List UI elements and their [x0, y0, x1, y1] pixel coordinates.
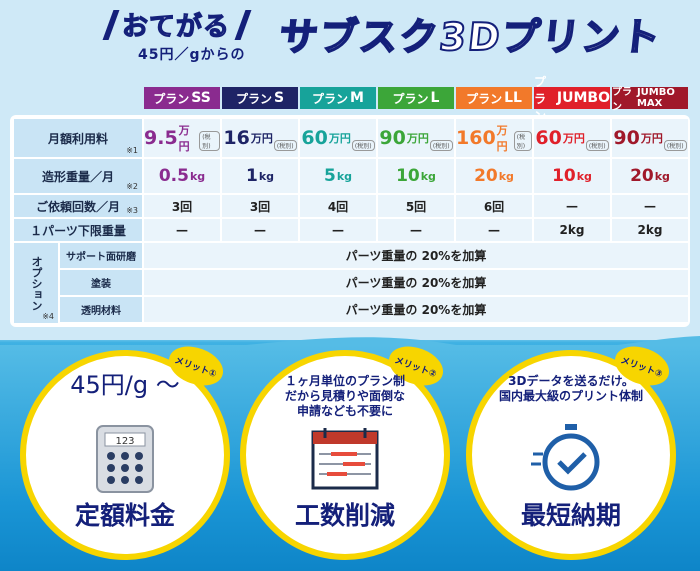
monthly-fee-cell: 60 万円 (税別) [300, 119, 376, 157]
part-limit-cell: 2kg [612, 219, 688, 241]
requests-cell: 4回 [300, 195, 376, 217]
pricing-table: 月額利用料 ※1 9.5 万円 (税別) 16 万円 (税別) 60 万円 (税別) 90 万円 (税別)… [10, 115, 690, 327]
plan-tab-ll: プラン LL [456, 87, 532, 109]
monthly-fee-cell: 90 万円 (税別) [612, 119, 688, 157]
option-item-label: サポート面研磨 [60, 243, 142, 268]
option-value: パーツ重量の 20%を加算 [144, 297, 688, 322]
requests-cell: 6回 [456, 195, 532, 217]
monthly-fee-cell: 160 万円 (税別) [456, 119, 532, 157]
weight-cell: 20 kg [456, 159, 532, 193]
svg-text:123: 123 [115, 436, 134, 447]
slash-left-icon [102, 10, 120, 40]
part-limit-cell: — [378, 219, 454, 241]
weight-cell: 1 kg [222, 159, 298, 193]
merit-description: 45円/g 〜 [70, 371, 180, 399]
merit-circle: メリット③ 3Dデータを送るだけ。 国内最大級のプリント体制 最短納期 [466, 339, 676, 560]
row-label-part-limit: １パーツ下限重量 [14, 219, 142, 241]
merit-description: １ヶ月単位のプラン制 だから見積りや面倒な 申請なども不要に [284, 374, 405, 418]
weight-cell: 5 kg [300, 159, 376, 193]
row-label-requests: ご依頼回数／月 ※3 [14, 195, 142, 217]
option-value: パーツ重量の 20%を加算 [144, 243, 688, 268]
weight-cell: 0.5 kg [144, 159, 220, 193]
sub-slogan: 45円／gからの [138, 47, 246, 63]
weight-cell: 20 kg [612, 159, 688, 193]
requests-cell: 3回 [222, 195, 298, 217]
calculator-icon: 123 [96, 425, 154, 493]
plan-tab-l: プラン L [378, 87, 454, 109]
slash-right-icon [234, 10, 252, 40]
merit-circle: メリット② １ヶ月単位のプラン制 だから見積りや面倒な 申請なども不要に 工数削減 [240, 339, 450, 560]
option-item-label: 塗装 [60, 270, 142, 295]
monthly-fee-cell: 9.5 万円 (税別) [144, 119, 220, 157]
slogan-text: おてがる [121, 11, 231, 42]
brand-title: サブスク3Dプリント [276, 14, 665, 60]
part-limit-cell: — [456, 219, 532, 241]
monthly-fee-cell: 90 万円 (税別) [378, 119, 454, 157]
stopwatch-icon [531, 424, 600, 491]
weight-cell: 10 kg [534, 159, 610, 193]
requests-cell: 3回 [144, 195, 220, 217]
plan-tab-ss: プラン SS [144, 87, 220, 109]
requests-cell: 5回 [378, 195, 454, 217]
plan-tab-jumbo-max: プラン JUMBO MAX [612, 87, 688, 113]
monthly-fee-cell: 16 万円 (税別) [222, 119, 298, 157]
option-item-label: 透明材料 [60, 297, 142, 322]
slogan: おてがる [102, 4, 264, 43]
merit-title: 工数削減 [294, 501, 395, 530]
plan-tab-m: プラン M [300, 87, 376, 109]
merit-title: 定額料金 [74, 501, 175, 530]
part-limit-cell: — [300, 219, 376, 241]
option-value: パーツ重量の 20%を加算 [144, 270, 688, 295]
options-label: オプション ※4 [14, 243, 58, 323]
part-limit-cell: 2kg [534, 219, 610, 241]
part-limit-cell: — [222, 219, 298, 241]
calendar-icon [311, 428, 379, 490]
row-label-monthly: 月額利用料 ※1 [14, 119, 142, 157]
weight-cell: 10 kg [378, 159, 454, 193]
merit-circle: メリット① 45円/g 〜 123 定額料金 [20, 339, 230, 560]
plan-tab-s: プラン S [222, 87, 298, 109]
merit-title: 最短納期 [520, 501, 621, 530]
monthly-fee-cell: 60 万円 (税別) [534, 119, 610, 157]
merit-description: 3Dデータを送るだけ。 国内最大級のプリント体制 [498, 374, 643, 403]
requests-cell: — [534, 195, 610, 217]
part-limit-cell: — [144, 219, 220, 241]
requests-cell: — [612, 195, 688, 217]
row-label-weight: 造形重量／月 ※2 [14, 159, 142, 193]
